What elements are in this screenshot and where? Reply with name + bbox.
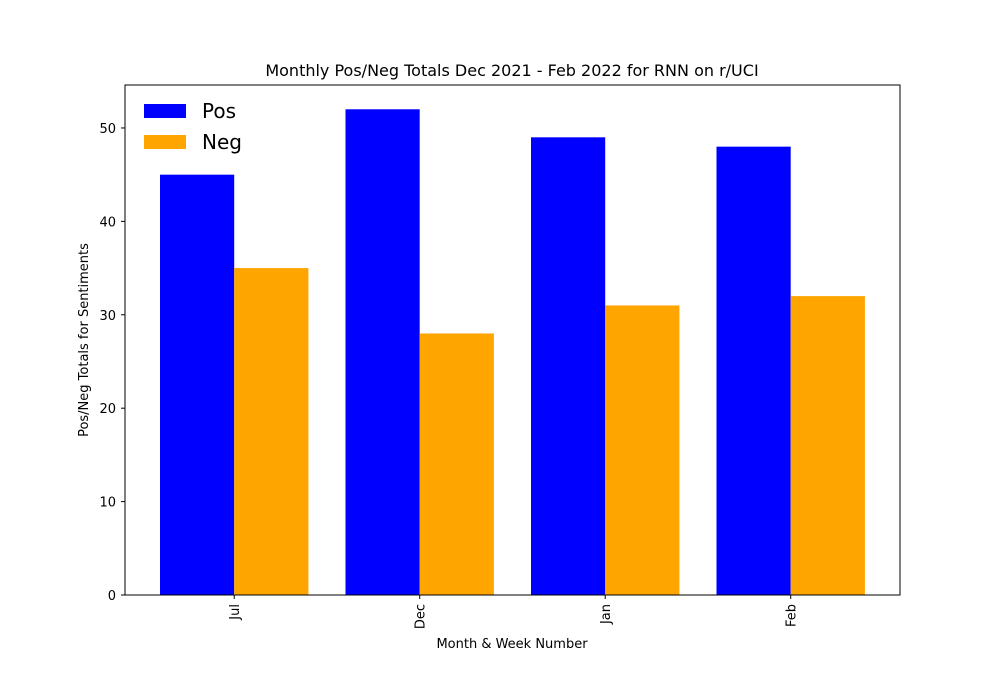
bar-pos-dec bbox=[345, 109, 420, 596]
bar-neg-feb bbox=[790, 296, 865, 595]
y-tick-label: 30 bbox=[99, 309, 116, 324]
y-tick-label: 10 bbox=[99, 496, 116, 511]
bar-pos-jul bbox=[160, 174, 235, 595]
y-tick-label: 50 bbox=[99, 122, 116, 137]
bar-pos-feb bbox=[716, 146, 791, 595]
plot-frame bbox=[124, 84, 901, 596]
chart-title: Monthly Pos/Neg Totals Dec 2021 - Feb 20… bbox=[265, 61, 758, 80]
legend-swatch-pos bbox=[144, 104, 186, 118]
x-axis: Jul Dec Jan Feb bbox=[228, 595, 800, 629]
bar-neg-dec bbox=[419, 333, 494, 595]
x-tick-label-jan: Jan bbox=[599, 604, 614, 625]
x-tick-label-feb: Feb bbox=[785, 604, 800, 627]
x-axis-label: Month & Week Number bbox=[436, 637, 588, 652]
y-tick-label: 0 bbox=[108, 589, 116, 604]
legend-label-pos: Pos bbox=[202, 99, 236, 123]
bar-pos-jan bbox=[531, 137, 606, 596]
x-tick-label-dec: Dec bbox=[414, 604, 429, 629]
y-axis-label: Pos/Neg Totals for Sentiments bbox=[77, 243, 92, 437]
bar-neg-jul bbox=[234, 268, 309, 595]
legend: Pos Neg bbox=[144, 99, 242, 154]
bars-group bbox=[160, 109, 865, 596]
y-tick-label: 20 bbox=[99, 402, 116, 417]
legend-label-neg: Neg bbox=[202, 130, 242, 154]
legend-swatch-neg bbox=[144, 135, 186, 149]
bar-neg-jan bbox=[605, 305, 680, 595]
x-tick-label-jul: Jul bbox=[228, 604, 243, 621]
y-axis: 0 10 20 30 40 50 bbox=[99, 122, 125, 604]
y-tick-label: 40 bbox=[99, 215, 116, 230]
